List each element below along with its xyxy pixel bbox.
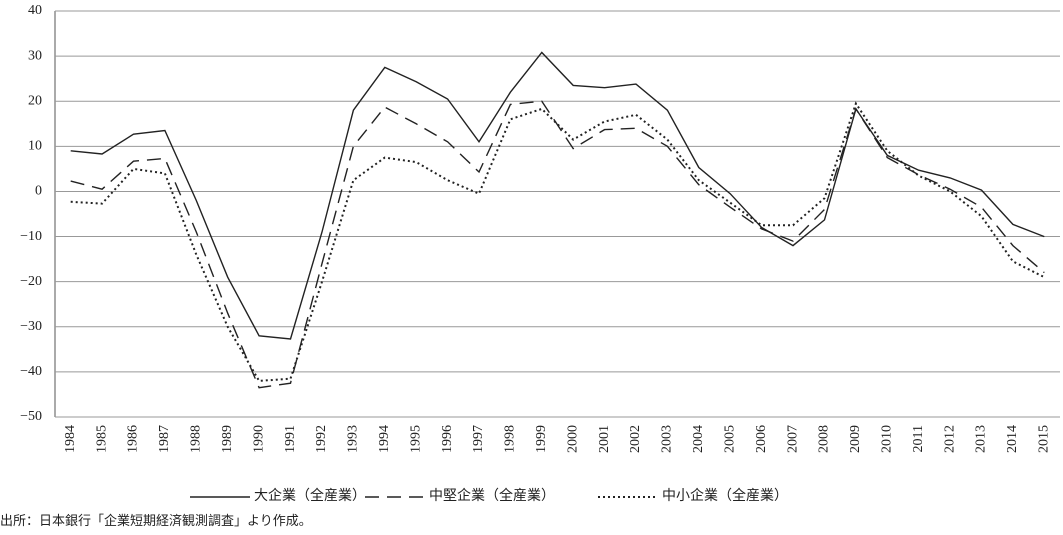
y-tick-label: 0 [35, 184, 42, 199]
y-tick-label: −20 [20, 274, 42, 289]
legend-label: 中堅企業（全産業） [429, 487, 555, 504]
x-tick-label: 2004 [691, 425, 706, 453]
x-tick-label: 2002 [628, 425, 643, 453]
x-tick-label: 1987 [157, 425, 172, 453]
x-tick-label: 2005 [722, 425, 737, 453]
x-tick-label: 2007 [785, 425, 800, 453]
x-tick-label: 1992 [314, 425, 329, 453]
x-tick-label: 1998 [503, 425, 518, 453]
x-tick-label: 2003 [660, 425, 675, 453]
y-tick-label: −50 [20, 409, 42, 424]
y-tick-label: 10 [28, 139, 42, 154]
x-tick-label: 1995 [408, 425, 423, 453]
x-tick-label: 2001 [597, 425, 612, 453]
x-tick-label: 2011 [911, 425, 926, 452]
x-tick-label: 2010 [879, 425, 894, 453]
x-tick-label: 1996 [440, 425, 455, 453]
y-tick-label: −10 [20, 229, 42, 244]
x-tick-label: 1984 [63, 425, 78, 453]
x-tick-label: 1991 [283, 425, 298, 453]
x-tick-label: 1985 [94, 425, 109, 453]
x-tick-label: 2006 [754, 425, 769, 453]
line-series [70, 100, 1045, 389]
x-tick-label: 2014 [1005, 425, 1020, 453]
x-tick-label: 1986 [126, 425, 141, 453]
x-tick-label: 1999 [534, 425, 549, 453]
x-tick-label: 1990 [251, 425, 266, 453]
line-series [70, 101, 1045, 382]
x-tick-label: 1993 [346, 425, 361, 453]
y-tick-label: 20 [28, 93, 42, 108]
x-tick-label: 1994 [377, 425, 392, 453]
source-note: 出所：日本銀行「企業短期経済観測調査」より作成。 [0, 513, 312, 528]
x-tick-label: 1988 [189, 425, 204, 453]
legend-label: 大企業（全産業） [254, 487, 366, 504]
y-tick-label: 30 [28, 48, 42, 63]
y-tick-label: −40 [20, 364, 42, 379]
x-tick-label: 2000 [565, 425, 580, 453]
x-tick-label: 1989 [220, 425, 235, 453]
legend-label: 中小企業（全産業） [662, 487, 788, 504]
y-tick-label: 40 [28, 3, 42, 18]
y-tick-label: −30 [20, 319, 42, 334]
x-tick-label: 2008 [817, 425, 832, 453]
x-tick-label: 2013 [974, 425, 989, 453]
x-tick-label: 1997 [471, 425, 486, 453]
x-tick-label: 2012 [942, 425, 957, 453]
x-tick-label: 2015 [1037, 425, 1052, 453]
x-tick-label: 2009 [848, 425, 863, 453]
line-series [70, 51, 1045, 340]
